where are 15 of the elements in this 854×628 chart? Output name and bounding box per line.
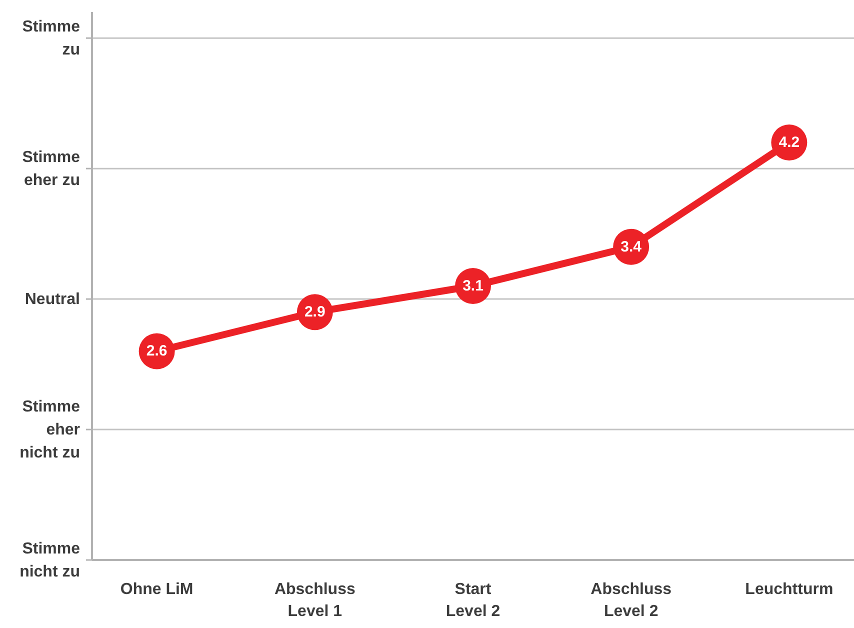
x-tick-label: Ohne LiM: [120, 581, 194, 598]
x-tick-label: Start Level 2: [446, 581, 500, 620]
data-label: 3.4: [620, 238, 642, 256]
x-tick-label: Leuchtturm: [745, 581, 834, 598]
ref-line-label: Stimme nicht zu: [20, 540, 80, 580]
ref-line-label: Stimme zu: [22, 18, 80, 58]
data-label: 2.6: [146, 342, 168, 360]
x-tick-label: Abschluss Level 2: [590, 581, 672, 620]
data-label: 4.2: [778, 134, 800, 151]
ref-line-label: Stimme eher zu: [22, 148, 80, 189]
data-label: 3.1: [462, 278, 484, 294]
data-label: 2.9: [304, 304, 326, 321]
ref-line-label: Stimme eher nicht zu: [20, 398, 80, 462]
x-tick-label: Abschluss Level 1: [274, 581, 356, 620]
ref-line-label: Neutral: [24, 290, 80, 308]
